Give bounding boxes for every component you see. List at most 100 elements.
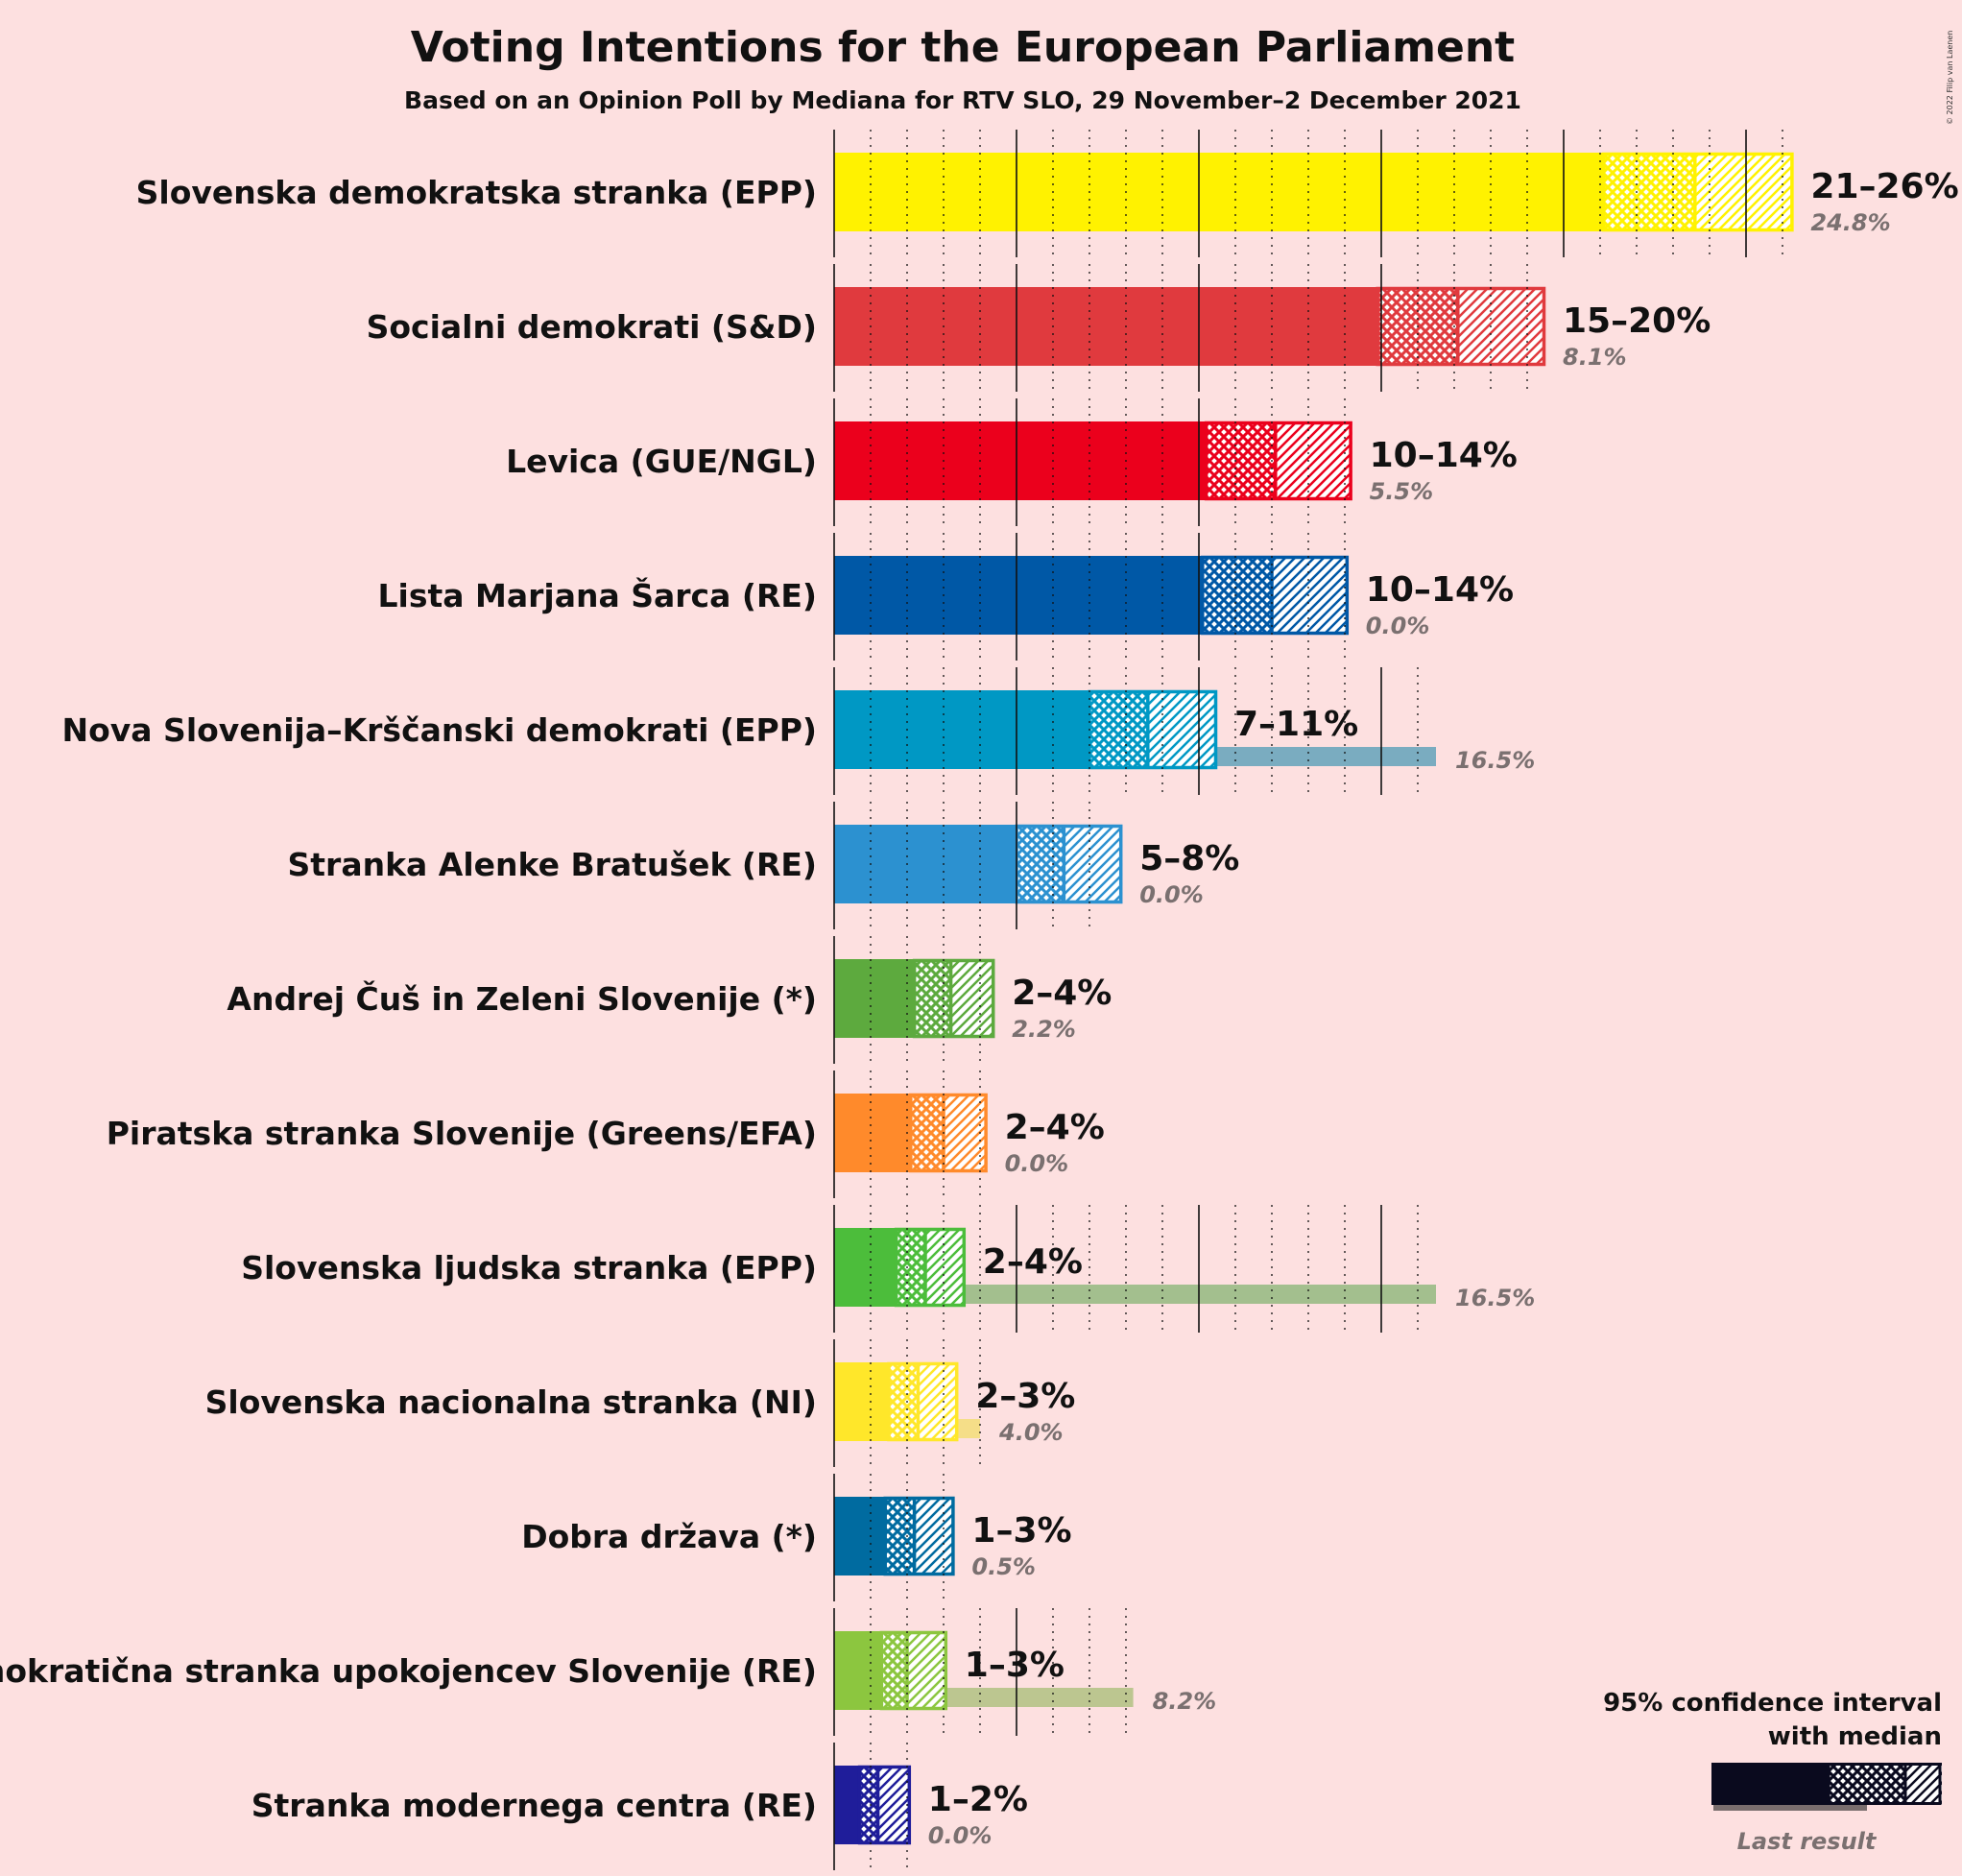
ci-low-segment (859, 1766, 878, 1844)
range-label: 10–14% (1370, 436, 1518, 475)
ci-high-segment (925, 1228, 966, 1307)
party-label: Demokratična stranka upokojencev Sloveni… (0, 1652, 817, 1690)
party-row: Piratska stranka Slovenije (Greens/EFA) 2… (107, 1070, 1105, 1198)
ci-low-segment (881, 1631, 907, 1710)
ci-high-segment (944, 1094, 988, 1172)
legend-swatch (1711, 1763, 1942, 1811)
ci-high-segment (914, 1497, 955, 1575)
party-label: Dobra država (*) (521, 1518, 817, 1555)
ci-outline (879, 1630, 948, 1711)
ci-outline (1201, 555, 1350, 636)
last-result-label: 0.0% (928, 1822, 993, 1849)
ci-outline (887, 1361, 959, 1442)
ci-low-segment (910, 1094, 944, 1172)
range-label: 2–4% (983, 1242, 1083, 1282)
ci-low-segment (885, 1497, 915, 1575)
range-label: 2–3% (975, 1377, 1075, 1416)
ci-solid-bar (834, 153, 1604, 231)
last-result-label: 16.5% (1455, 747, 1535, 774)
last-result-label: 4.0% (998, 1419, 1064, 1446)
legend-solid (1711, 1763, 1829, 1805)
ci-low-segment (1603, 153, 1695, 231)
ci-solid-bar (834, 1094, 911, 1172)
legend-ci-label-line2: with median (1768, 1722, 1942, 1751)
range-label: 1–2% (928, 1780, 1028, 1819)
last-result-label: 0.0% (1366, 613, 1430, 639)
ci-solid-bar (834, 1631, 882, 1710)
legend-cross (1829, 1763, 1905, 1805)
last-result-label: 8.1% (1563, 344, 1627, 371)
ci-low-segment (1017, 825, 1065, 903)
chart-title: Voting Intentions for the European Parli… (411, 23, 1515, 72)
party-label: Stranka Alenke Bratušek (RE) (288, 846, 817, 883)
ci-high-segment (1694, 153, 1794, 231)
range-label: 7–11% (1234, 705, 1358, 744)
party-row: Dobra država (*) 1–3%0.5% (521, 1474, 1072, 1601)
ci-high-segment (918, 1362, 959, 1441)
ci-low-segment (896, 1228, 925, 1307)
legend-last-result-label: Last result (1737, 1828, 1878, 1855)
last-result-bar (834, 1285, 1436, 1304)
legend-hatch (1905, 1763, 1942, 1805)
party-row: Andrej Čuš in Zeleni Slovenije (*) 2–4% 2.… (227, 936, 1112, 1064)
party-row: Slovenska demokratska stranka (EPP) 21–26… (136, 130, 1959, 257)
party-label: Slovenska demokratska stranka (EPP) (136, 174, 817, 211)
ci-high-segment (1147, 690, 1217, 769)
ci-solid-bar (834, 1766, 860, 1844)
ci-high-segment (877, 1766, 911, 1844)
last-result-label: 0.0% (1005, 1150, 1069, 1177)
ci-outline (1204, 421, 1352, 501)
ci-outline (912, 958, 995, 1039)
party-label: Andrej Čuš in Zeleni Slovenije (*) (227, 979, 817, 1018)
range-label: 1–3% (965, 1646, 1065, 1685)
party-row: Demokratična stranka upokojencev Sloveni… (0, 1608, 1216, 1736)
ci-low-segment (1206, 421, 1276, 500)
ci-solid-bar (834, 1228, 897, 1307)
ci-outline (1602, 152, 1794, 232)
party-row: Lista Marjana Šarca (RE) 10–14% 0.0% (378, 533, 1514, 661)
party-row: Stranka modernega centra (RE) 1–2% 0.0% (251, 1743, 1028, 1870)
party-row: Nova Slovenija–Krščanski demokrati (EPP)… (62, 667, 1535, 795)
ci-low-segment (914, 959, 951, 1038)
ci-low-segment (1202, 556, 1272, 635)
party-label: Nova Slovenija–Krščanski demokrati (EPP) (62, 711, 818, 749)
range-label: 21–26% (1810, 167, 1958, 206)
ci-high-segment (1457, 287, 1545, 366)
party-label: Slovenska ljudska stranka (EPP) (241, 1249, 817, 1287)
chart-subtitle: Based on an Opinion Poll by Mediana for … (404, 86, 1521, 114)
range-label: 15–20% (1563, 301, 1711, 341)
ci-outline (894, 1227, 967, 1308)
last-result-label: 2.2% (1012, 1016, 1076, 1043)
ci-solid-bar (834, 421, 1207, 500)
ci-low-segment (889, 1362, 919, 1441)
last-result-label: 16.5% (1455, 1285, 1535, 1311)
ci-solid-bar (834, 287, 1378, 366)
range-label: 5–8% (1139, 839, 1239, 878)
party-row: Socialni demokrati (S&D) 15–20% 8.1% (367, 264, 1711, 392)
ci-high-segment (1272, 556, 1349, 635)
ci-high-segment (1275, 421, 1352, 500)
range-label: 10–14% (1366, 570, 1514, 610)
ci-solid-bar (834, 556, 1203, 635)
party-label: Slovenska nacionalna stranka (NI) (205, 1383, 817, 1421)
last-result-label: 8.2% (1153, 1688, 1217, 1715)
party-label: Stranka modernega centra (RE) (251, 1787, 817, 1824)
party-row: Levica (GUE/NGL) 10–14% 5.5% (506, 398, 1518, 526)
ci-solid-bar (834, 1497, 886, 1575)
legend: 95% confidence interval with median Last… (1603, 1689, 1942, 1855)
ci-outline (883, 1496, 955, 1576)
last-result-label: 0.5% (971, 1553, 1036, 1580)
ci-high-segment (950, 959, 995, 1038)
ci-solid-bar (834, 690, 1089, 769)
range-label: 2–4% (1012, 974, 1112, 1013)
ci-solid-bar (834, 825, 1017, 903)
legend-ci-label-line1: 95% confidence interval (1603, 1689, 1942, 1718)
range-label: 1–3% (971, 1511, 1071, 1551)
ci-outline (909, 1093, 988, 1173)
range-label: 2–4% (1005, 1108, 1105, 1147)
last-result-label: 0.0% (1139, 881, 1204, 908)
ci-solid-bar (834, 959, 915, 1038)
last-result-label: 5.5% (1370, 478, 1434, 505)
ci-outline (1376, 286, 1546, 367)
